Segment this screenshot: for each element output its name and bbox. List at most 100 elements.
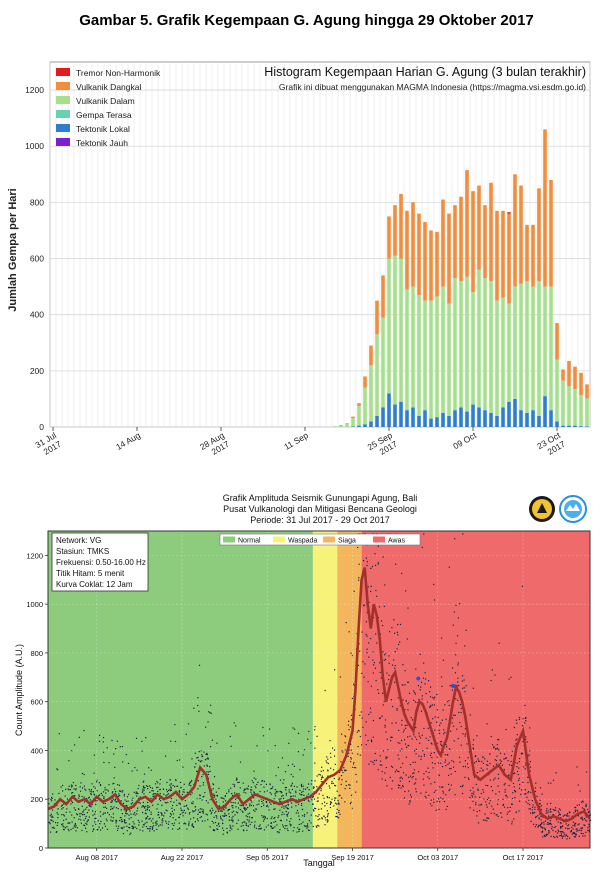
- amplitude-dot: [66, 826, 68, 828]
- amplitude-dot: [115, 748, 117, 750]
- amplitude-dot: [312, 825, 314, 828]
- histogram-bar-vulkanik-dalam: [465, 276, 469, 412]
- amplitude-dot: [451, 760, 453, 762]
- amplitude-dot: [405, 746, 408, 749]
- amplitude-dot: [525, 764, 527, 766]
- amplitude-dot: [282, 826, 284, 828]
- amplitude-dot: [221, 827, 224, 829]
- amplitude-dot: [518, 777, 520, 780]
- amplitude-dot: [296, 831, 298, 833]
- amplitude-dot: [94, 821, 96, 823]
- amplitude-dot: [307, 793, 310, 795]
- amplitude-dot: [472, 739, 475, 741]
- amplitude-dot: [89, 799, 91, 801]
- amplitude-dot: [63, 803, 65, 805]
- histogram-legend-swatch: [56, 96, 70, 104]
- amplitude-dot: [546, 823, 548, 825]
- amplitude-dot: [430, 752, 432, 754]
- amplitude-dot: [142, 801, 144, 804]
- amplitude-dot: [286, 807, 288, 809]
- amplitude-dot: [344, 788, 346, 790]
- amplitude-dot: [409, 775, 412, 777]
- amplitude-dot: [352, 683, 355, 685]
- amplitude-dot: [294, 795, 296, 797]
- amplitude-dot: [214, 821, 217, 824]
- amplitude-dot: [355, 767, 357, 769]
- amplitude-dot: [161, 819, 163, 821]
- amplitude-dot: [551, 828, 553, 830]
- amplitude-dot: [587, 827, 589, 829]
- amplitude-dot: [359, 735, 361, 738]
- amplitude-dot: [408, 803, 410, 805]
- amplitude-dot: [399, 784, 401, 787]
- amplitude-dot: [148, 818, 150, 820]
- amplitude-dot: [279, 800, 281, 802]
- amplitude-dot: [196, 798, 198, 800]
- amplitude-dot: [475, 783, 477, 786]
- amplitude-dot: [78, 736, 80, 738]
- amplitude-dot: [317, 800, 319, 802]
- amplitude-dot: [582, 800, 584, 802]
- amplitude-dot: [198, 751, 200, 753]
- amplitude-dot: [70, 786, 73, 788]
- amplitude-dot: [230, 787, 232, 789]
- amplitude-dot: [399, 780, 401, 782]
- amplitude-dot: [525, 762, 527, 764]
- amplitude-dot: [500, 760, 502, 762]
- amplitude-dot: [556, 836, 558, 838]
- amplitude-dot: [146, 808, 148, 810]
- amplitude-dot: [495, 763, 498, 765]
- amplitude-dot: [80, 819, 82, 821]
- histogram-bar-vulkanik-dalam: [459, 281, 463, 408]
- amplitude-dot: [62, 814, 65, 816]
- amplitude-dot: [91, 783, 93, 785]
- amplitude-dot: [49, 823, 51, 825]
- amplitude-dot: [253, 826, 256, 828]
- amplitude-dot: [180, 807, 182, 809]
- amplitude-title-line-2: Pusat Vulkanologi dan Mitigasi Bencana G…: [223, 504, 417, 514]
- amplitude-dot: [295, 790, 297, 792]
- amplitude-dot: [88, 816, 90, 818]
- amplitude-dot: [419, 689, 421, 691]
- amplitude-dot: [357, 729, 359, 732]
- amplitude-dot: [528, 808, 530, 810]
- amplitude-dot: [307, 799, 310, 801]
- amplitude-dot: [270, 825, 272, 827]
- amplitude-dot: [138, 802, 140, 804]
- amplitude-dot: [281, 806, 283, 808]
- amplitude-dot: [446, 753, 449, 756]
- amplitude-dot: [549, 822, 551, 825]
- amplitude-dot: [310, 822, 312, 824]
- amplitude-dot: [166, 789, 168, 791]
- amplitude-dot: [566, 814, 568, 816]
- amplitude-dot: [547, 823, 550, 825]
- amplitude-dot: [280, 798, 282, 800]
- amplitude-dot: [509, 810, 511, 812]
- amplitude-dot: [525, 720, 527, 722]
- amplitude-dot: [571, 826, 573, 828]
- amplitude-dot: [208, 711, 210, 713]
- amplitude-dot: [246, 819, 248, 821]
- histogram-legend-swatch: [56, 138, 70, 146]
- amplitude-dot: [300, 794, 302, 796]
- amplitude-dot: [220, 810, 222, 812]
- histogram-bar-vulkanik-dangkal: [351, 416, 355, 419]
- amplitude-dot: [513, 818, 515, 820]
- amplitude-dot: [103, 761, 105, 764]
- amplitude-dot: [216, 817, 218, 819]
- amplitude-dot: [194, 810, 196, 812]
- amplitude-dot: [115, 820, 117, 822]
- amplitude-dot: [164, 812, 166, 814]
- amplitude-dot: [428, 794, 430, 797]
- amplitude-dot: [274, 826, 276, 828]
- amplitude-dot: [173, 824, 175, 827]
- amplitude-dot: [178, 790, 181, 792]
- amplitude-dot: [321, 817, 323, 819]
- amplitude-dot: [232, 801, 234, 804]
- amplitude-dot: [406, 724, 408, 726]
- amplitude-dot: [70, 784, 73, 786]
- amplitude-dot: [267, 750, 269, 752]
- amplitude-dot: [161, 804, 163, 806]
- amplitude-dot: [334, 799, 336, 801]
